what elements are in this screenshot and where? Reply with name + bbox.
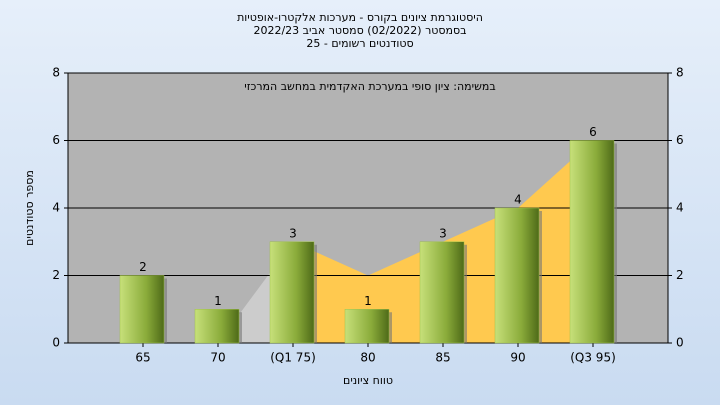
data-label: 2	[139, 260, 147, 274]
bar	[494, 207, 540, 344]
bar	[269, 241, 315, 344]
y2-tick-label: 8	[676, 66, 684, 80]
data-label: 6	[589, 125, 597, 139]
x-tick-label: (Q3 95)	[570, 351, 616, 365]
chart-title: היסטוגרמת ציונים בקורס - מערכות אלקטרו-א…	[237, 11, 483, 24]
data-label: 4	[514, 193, 522, 207]
bar	[194, 309, 240, 344]
bar	[344, 309, 390, 344]
x-tick-label: 85	[435, 351, 450, 365]
y-tick-label: 0	[52, 336, 60, 350]
data-label: 1	[364, 294, 372, 308]
annotation: במשימה: ציון סופי במערכת האקדמית במחשב ה…	[244, 80, 495, 93]
chart-title: בסמסטר (02/2022) סמסטר אביב 2022/23	[253, 24, 466, 37]
y-axis-title: מספר סטודנטים	[23, 170, 36, 246]
bar	[119, 275, 165, 344]
y-tick-label: 8	[52, 66, 60, 80]
y-tick-label: 4	[52, 201, 60, 215]
x-tick-label: 80	[360, 351, 375, 365]
data-label: 1	[214, 294, 222, 308]
y2-tick-label: 4	[676, 201, 684, 215]
x-axis-title: טווח ציונים	[343, 374, 393, 387]
x-tick-label: 70	[210, 351, 225, 365]
y-tick-label: 6	[52, 133, 60, 147]
data-label: 3	[439, 226, 447, 240]
bar	[569, 140, 615, 344]
x-tick-label: 65	[135, 351, 150, 365]
y2-tick-label: 2	[676, 268, 684, 282]
chart-title: סטודנטים רשומים - 25	[306, 37, 413, 50]
data-label: 3	[289, 226, 297, 240]
y2-tick-label: 0	[676, 336, 684, 350]
y2-tick-label: 6	[676, 133, 684, 147]
y-tick-label: 2	[52, 268, 60, 282]
bar	[419, 241, 465, 344]
x-tick-label: 90	[510, 351, 525, 365]
x-tick-label: (Q1 75)	[270, 351, 316, 365]
